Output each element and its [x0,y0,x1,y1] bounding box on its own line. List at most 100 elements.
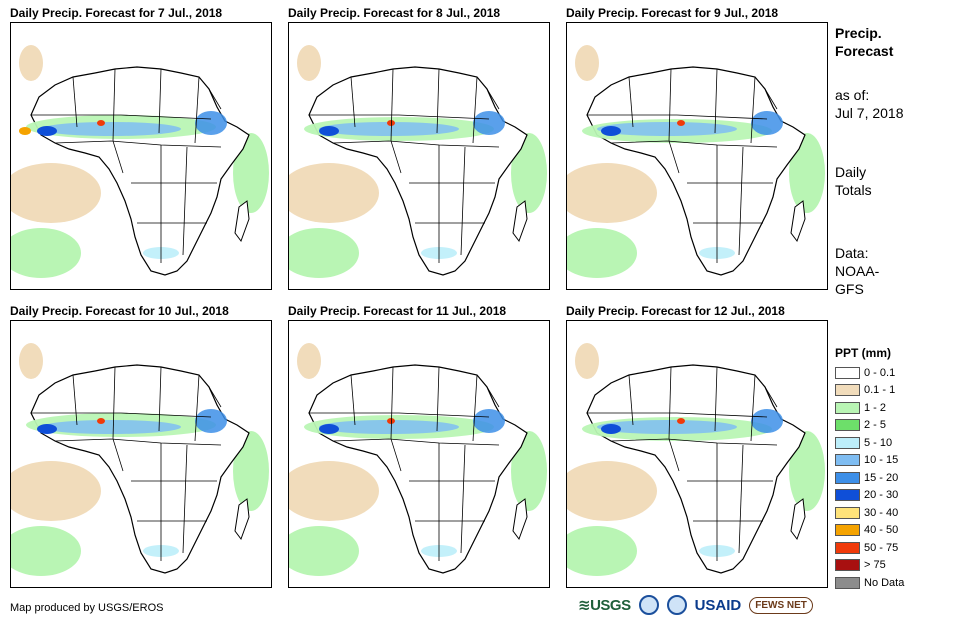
legend-label: 10 - 15 [864,454,899,467]
country-border [208,386,222,408]
precip-map [288,22,550,290]
country-border [764,88,778,110]
country-border [120,412,212,418]
data-line2: NOAA- [835,263,880,279]
country-border [54,438,222,446]
legend-swatch [835,454,860,467]
country-border [628,374,634,426]
precip-area [37,424,57,434]
side-info: Precip. Forecast [835,24,893,60]
legend-label: 2 - 5 [864,419,887,432]
precip-area [473,409,505,433]
legend-label: 0.1 - 1 [864,384,896,397]
legend-label: 40 - 50 [864,524,899,537]
usgs-logo: ≋USGS [578,597,631,614]
map-credit: Map produced by USGS/EROS [10,602,164,614]
precip-area [387,418,395,424]
precip-area [297,343,321,379]
country-border [332,438,500,446]
country-border [112,438,124,472]
precip-area [319,126,339,136]
precip-area [567,526,637,576]
precip-area [597,420,737,434]
precip-area [11,163,101,223]
country-border [72,76,78,128]
precip-area [789,133,825,213]
africa-map-svg [289,45,547,278]
country-border [54,140,222,148]
country-border [668,68,672,142]
country-border [112,68,116,142]
data-line3: GFS [835,281,864,297]
country-border [390,68,394,142]
country-border [460,146,466,256]
legend-swatch [835,366,860,379]
partner-logos: ≋USGS USAID FEWS NET [578,595,813,615]
legend-label: > 75 [864,559,886,572]
country-border [714,68,718,134]
precip-area [11,461,101,521]
asof-label: as of: [835,87,870,103]
precip-area [233,431,269,511]
precip-area [195,409,227,433]
country-border [436,68,440,134]
country-border [390,366,394,440]
totals-line2: Totals [835,182,872,198]
country-border [610,140,778,148]
precip-area [195,111,227,135]
precip-area [19,127,31,135]
precip-area [473,111,505,135]
legend-swatch [835,401,860,414]
legend-label: 50 - 75 [864,541,899,554]
side-title-line1: Precip. [835,25,882,41]
legend-swatch [835,506,860,519]
precip-area [789,431,825,511]
precip-area [575,343,599,379]
country-border [120,114,212,120]
precip-area [511,431,547,511]
data-source-block: Data: NOAA- GFS [835,244,879,298]
country-border [398,412,490,418]
country-border [194,76,200,144]
panel-title: Daily Precip. Forecast for 11 Jul., 2018 [288,304,507,318]
precip-area [597,122,737,136]
legend-swatch [835,471,860,484]
legend-item: No Data [835,574,904,592]
precip-area [601,126,621,136]
country-border [714,366,718,432]
precip-area [751,409,783,433]
country-border [668,438,680,472]
precip-area [319,424,339,434]
country-border [158,366,162,432]
legend-swatch [835,419,860,432]
country-border [72,374,78,426]
precip-area [601,424,621,434]
precip-area [41,420,181,434]
country-border [182,146,188,256]
panel-title: Daily Precip. Forecast for 7 Jul., 2018 [10,6,223,20]
precip-map [566,320,828,588]
panel-title: Daily Precip. Forecast for 8 Jul., 2018 [288,6,501,20]
legend-label: 30 - 40 [864,506,899,519]
precip-area [567,163,657,223]
country-border [350,374,356,426]
legend-swatch [835,436,860,449]
country-border [460,444,466,554]
precip-area [11,228,81,278]
precip-area [289,461,379,521]
precip-area [11,526,81,576]
legend-swatch [835,576,860,589]
precip-area [97,120,105,126]
precip-map [288,320,550,588]
precip-area [41,122,181,136]
side-title-line2: Forecast [835,43,894,59]
legend-item: 15 - 20 [835,469,904,487]
country-border [112,366,116,440]
usaid-logo: USAID [694,596,742,614]
legend-item: 5 - 10 [835,434,904,452]
country-border [194,374,200,442]
panel-title: Daily Precip. Forecast for 12 Jul., 2018 [566,304,785,318]
country-border [112,140,124,174]
madagascar-outline [512,200,528,243]
precip-map [10,320,272,588]
